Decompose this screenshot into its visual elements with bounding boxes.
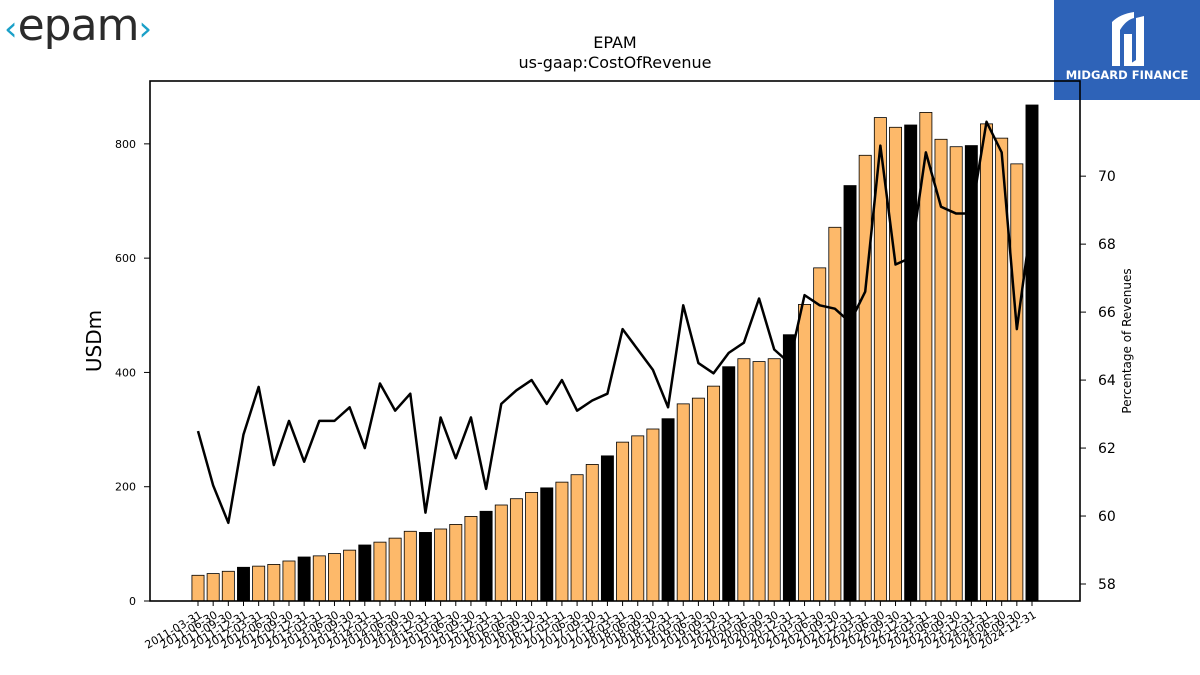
bar (843, 185, 857, 602)
bar (297, 556, 311, 602)
bar (616, 441, 630, 602)
brand-logo-text: epam (17, 0, 140, 51)
y-tick-label: 600 (115, 252, 136, 265)
bar (570, 474, 584, 602)
bar (1025, 104, 1039, 602)
bar (631, 435, 645, 602)
bar (252, 565, 266, 602)
y-tick-label: 400 (115, 366, 136, 379)
bar (358, 544, 372, 602)
bar (449, 524, 463, 602)
bar (904, 124, 918, 602)
y2-tick-label: 66 (1098, 305, 1116, 321)
bar (540, 487, 554, 602)
plot-frame (149, 80, 1081, 602)
midgard-mark-icon (1112, 12, 1144, 66)
y-tick-label: 200 (115, 481, 136, 494)
line-series (196, 120, 1034, 525)
bar (418, 532, 432, 602)
bar (388, 537, 402, 602)
bar (494, 504, 508, 602)
bar (312, 555, 326, 602)
chart-subtitle: us-gaap:CostOfRevenue (518, 53, 711, 72)
bar (767, 358, 781, 602)
bar (646, 428, 660, 602)
bar (600, 455, 614, 602)
bar (661, 418, 675, 602)
y2-tick-label: 64 (1098, 373, 1116, 389)
x-axis: 2011-03-312011-06-302011-09-302011-12-31… (143, 601, 1039, 652)
bar (585, 464, 599, 602)
bar (434, 528, 448, 602)
bar (828, 226, 842, 602)
bar-series (191, 104, 1039, 602)
bar (782, 334, 796, 602)
bar (889, 126, 902, 602)
y-tick-label: 800 (115, 138, 136, 151)
bar (813, 267, 827, 602)
bar (691, 397, 705, 602)
bar (206, 573, 220, 602)
y2-tick-label: 60 (1098, 509, 1116, 525)
bar (191, 574, 205, 602)
y-axis-label: USDm (82, 310, 106, 372)
bar (737, 358, 751, 602)
epam-logo: ‹epam› (4, 0, 152, 51)
bar (752, 361, 766, 602)
y-axis-right: 58 60 62 64 66 68 70 (1080, 169, 1116, 593)
chevron-left-icon: ‹ (4, 9, 18, 49)
y2-axis-label: Percentage of Revenues (1120, 268, 1134, 413)
y2-tick-label: 68 (1098, 237, 1116, 253)
y2-tick-label: 62 (1098, 441, 1116, 457)
chevron-right-icon: › (138, 9, 153, 49)
bar (858, 154, 872, 602)
y-axis-left: 0 200 400 600 800 (115, 138, 150, 608)
chart-title: EPAM (593, 33, 636, 52)
line-path (196, 120, 1034, 525)
bar (237, 566, 250, 602)
bar (555, 481, 569, 602)
bar (1010, 163, 1024, 602)
bar (403, 530, 417, 602)
bar (464, 516, 478, 602)
midgard-finance-logo: MIDGARD FINANCE (1054, 0, 1200, 100)
bar (980, 123, 993, 602)
y2-tick-label: 70 (1098, 169, 1116, 185)
bar (949, 146, 963, 602)
bar (707, 385, 721, 602)
bar (525, 492, 539, 602)
bar (676, 403, 690, 602)
bar (509, 498, 523, 602)
bar (722, 366, 736, 602)
sponsor-logo-text: MIDGARD FINANCE (1065, 68, 1189, 82)
bar (479, 510, 493, 602)
bar (343, 549, 357, 602)
y2-tick-label: 58 (1098, 577, 1116, 593)
bar (267, 564, 281, 602)
bar (328, 553, 341, 602)
bar (221, 570, 235, 602)
bar (798, 304, 812, 602)
bar (373, 541, 387, 602)
y-tick-label: 0 (129, 595, 136, 608)
bar (282, 560, 296, 602)
